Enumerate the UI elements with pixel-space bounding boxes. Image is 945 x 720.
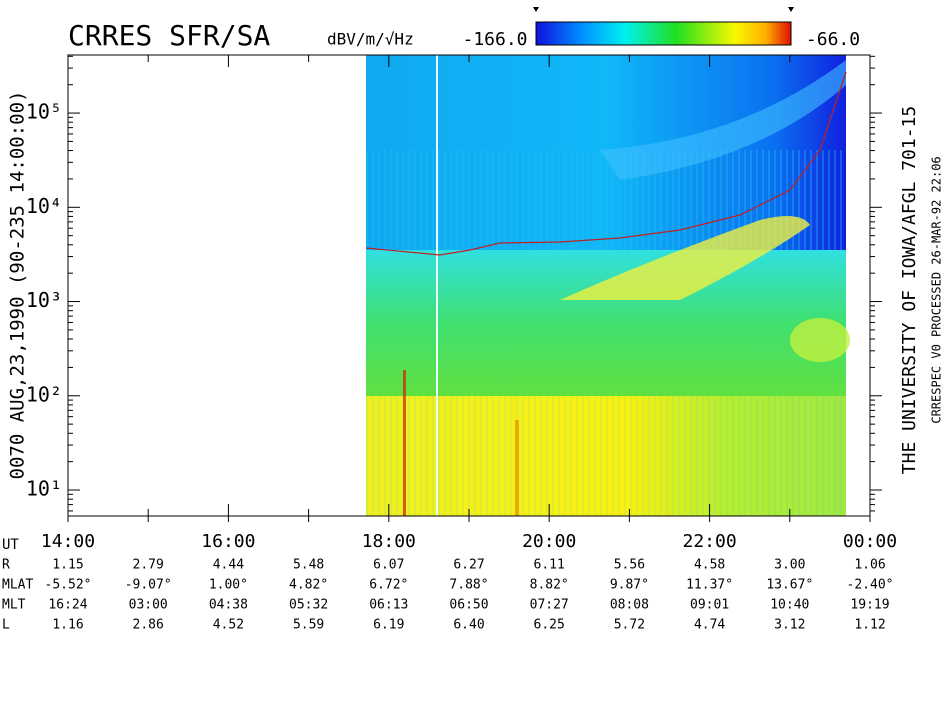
right-sublabel: CRRESPEC V0 PROCESSED 26-MAR-92 22:06 bbox=[930, 156, 944, 423]
x-tick-label: 20:00 bbox=[522, 531, 576, 552]
colorbar-tick-label: -66.0 bbox=[806, 29, 860, 50]
ephemeris-value: 5.59 bbox=[293, 618, 324, 633]
ephemeris-value: 05:32 bbox=[289, 598, 328, 613]
ephemeris-value: 04:38 bbox=[209, 598, 248, 613]
x-tick-label: 16:00 bbox=[201, 531, 255, 552]
x-tick-label: 14:00 bbox=[41, 531, 95, 552]
ephemeris-value: 3.12 bbox=[774, 618, 805, 633]
ephemeris-value: 1.00° bbox=[209, 578, 248, 593]
ephemeris-value: -9.07° bbox=[125, 578, 172, 593]
ephemeris-row-label: L bbox=[2, 618, 10, 633]
ephemeris-value: 6.25 bbox=[534, 618, 565, 633]
right-label: THE UNIVERSITY OF IOWA/AFGL 701-15 bbox=[899, 106, 920, 474]
ephemeris-value: 13.67° bbox=[766, 578, 813, 593]
ephemeris-value: 1.06 bbox=[854, 558, 885, 573]
left-label: 0070 AUG,23,1990 (90-235 14:00:00) bbox=[7, 91, 29, 480]
ephemeris-value: 08:08 bbox=[610, 598, 649, 613]
colorbar-marker bbox=[533, 7, 794, 12]
ephemeris-value: 3.00 bbox=[774, 558, 805, 573]
ephemeris-value: 10:40 bbox=[770, 598, 809, 613]
spectrogram bbox=[365, 55, 850, 516]
ephemeris-value: 4.82° bbox=[289, 578, 328, 593]
ephemeris-value: 2.79 bbox=[133, 558, 164, 573]
x-tick-label: 22:00 bbox=[683, 531, 737, 552]
colorbar-label: dBV/m/√Hz bbox=[327, 30, 414, 49]
ephemeris-value: 6.11 bbox=[534, 558, 565, 573]
x-tick-label: 18:00 bbox=[362, 531, 416, 552]
chart-title: CRRES SFR/SA bbox=[68, 19, 270, 52]
colorbar-tick-label: -166.0 bbox=[462, 29, 527, 50]
ephemeris-value: 6.40 bbox=[453, 618, 484, 633]
y-tick-label: 10² bbox=[26, 382, 62, 406]
ephemeris-value: 4.58 bbox=[694, 558, 725, 573]
ephemeris-value: 6.19 bbox=[373, 618, 404, 633]
ephemeris-value: 7.88° bbox=[449, 578, 488, 593]
ephemeris-value: 6.07 bbox=[373, 558, 404, 573]
ephemeris-value: 03:00 bbox=[129, 598, 168, 613]
ephemeris-value: 4.44 bbox=[213, 558, 244, 573]
ephemeris-value: 8.82° bbox=[530, 578, 569, 593]
ephemeris-row-label: MLAT bbox=[2, 578, 33, 593]
ephemeris-value: 6.72° bbox=[369, 578, 408, 593]
ephemeris-value: 5.72 bbox=[614, 618, 645, 633]
ephemeris-value: 16:24 bbox=[48, 598, 87, 613]
ephemeris-value: 19:19 bbox=[850, 598, 889, 613]
ephemeris-value: 4.74 bbox=[694, 618, 725, 633]
ephemeris-value: 5.56 bbox=[614, 558, 645, 573]
ephemeris-value: 11.37° bbox=[686, 578, 733, 593]
ephemeris-value: 2.86 bbox=[133, 618, 164, 633]
y-tick-label: 10³ bbox=[26, 288, 62, 312]
ephemeris-row-label: R bbox=[2, 558, 10, 573]
ephemeris-row-label: MLT bbox=[2, 598, 26, 613]
ephemeris-value: 5.48 bbox=[293, 558, 324, 573]
y-tick-label: 10¹ bbox=[26, 477, 62, 501]
ephemeris-value: 06:13 bbox=[369, 598, 408, 613]
ephemeris-value: -5.52° bbox=[45, 578, 92, 593]
ephemeris-value: 07:27 bbox=[530, 598, 569, 613]
ephemeris-header: UT bbox=[2, 537, 19, 553]
y-tick-label: 10⁵ bbox=[26, 100, 62, 124]
ephemeris-value: 06:50 bbox=[449, 598, 488, 613]
ephemeris-value: 09:01 bbox=[690, 598, 729, 613]
ephemeris-value: 9.87° bbox=[610, 578, 649, 593]
y-tick-label: 10⁴ bbox=[26, 194, 62, 218]
ephemeris-value: 1.16 bbox=[52, 618, 83, 633]
colorbar bbox=[535, 21, 792, 46]
ephemeris-value: 6.27 bbox=[453, 558, 484, 573]
ephemeris-value: -2.40° bbox=[847, 578, 894, 593]
ephemeris-value: 4.52 bbox=[213, 618, 244, 633]
x-tick-label: 00:00 bbox=[843, 531, 897, 552]
ephemeris-value: 1.12 bbox=[854, 618, 885, 633]
ephemeris-value: 1.15 bbox=[52, 558, 83, 573]
